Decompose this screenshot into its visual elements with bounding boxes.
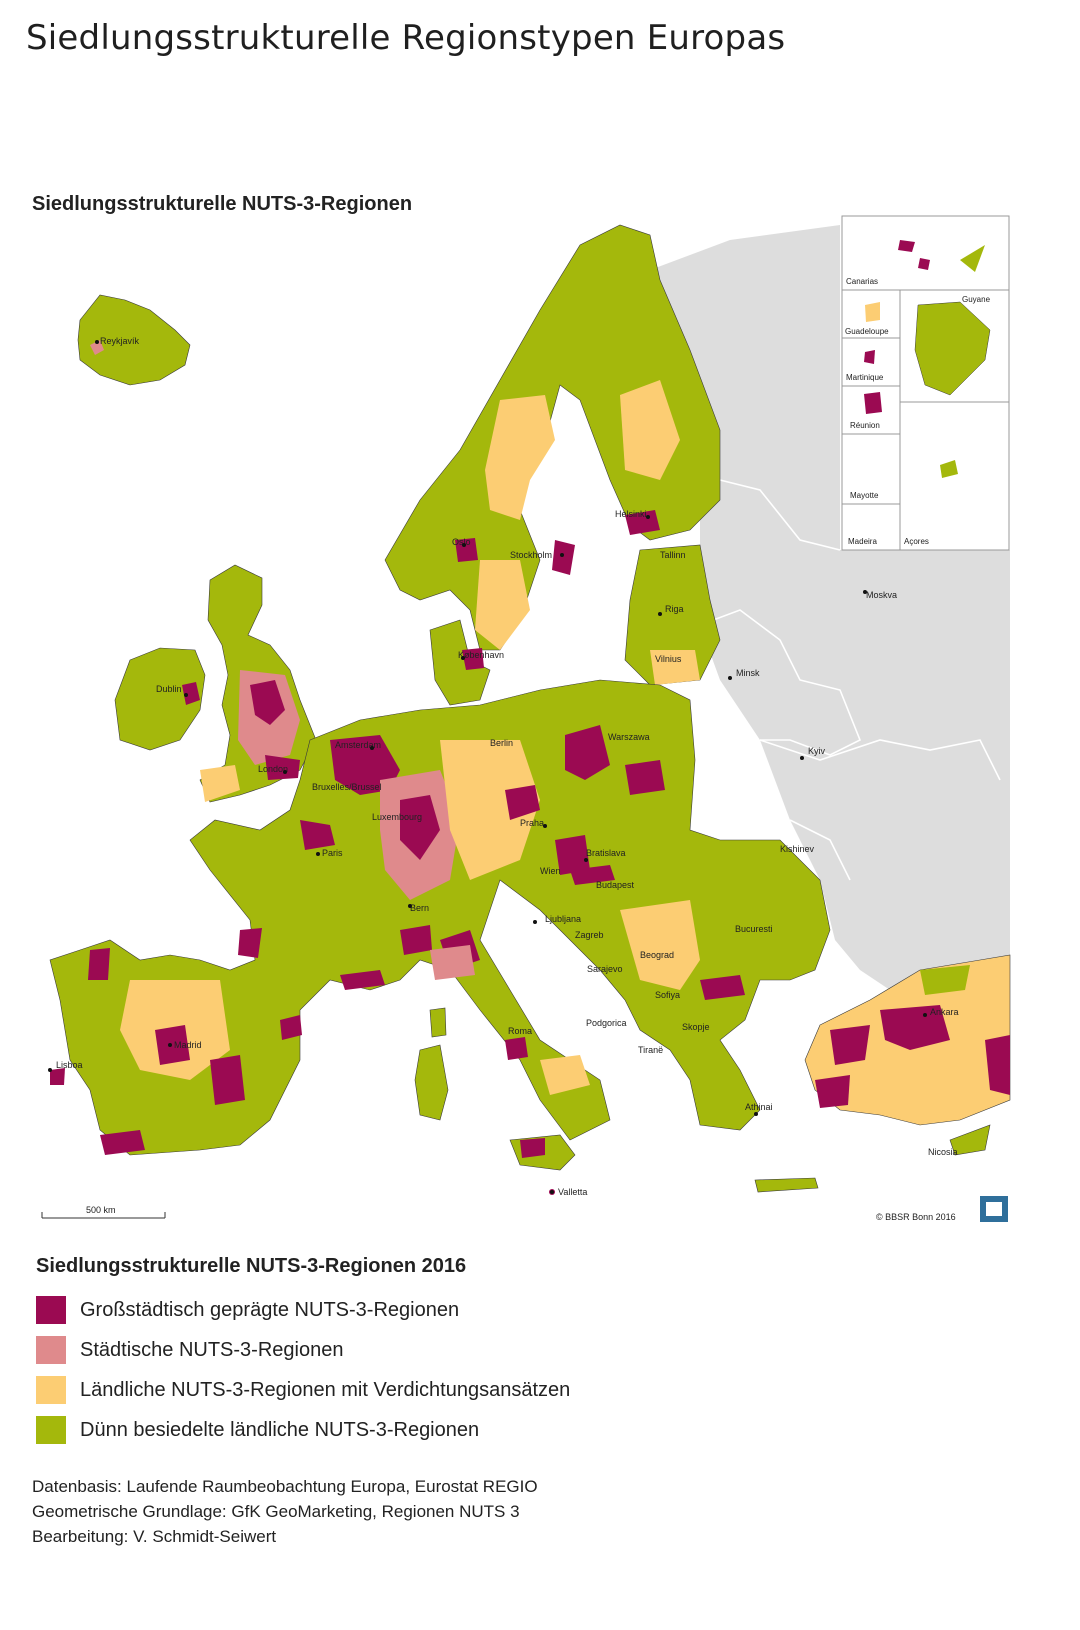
label-berlin: Berlin [490, 738, 513, 748]
label-ankara: Ankara [930, 1007, 959, 1017]
legend-swatch [36, 1416, 66, 1444]
inset-frames [841, 215, 1010, 551]
europe-map: Reykjavík Oslo Stockholm Helsinki Tallin… [41, 215, 1011, 1222]
label-budapest: Budapest [596, 880, 635, 890]
legend-swatch [36, 1336, 66, 1364]
label-bucuresti: Bucuresti [735, 924, 773, 934]
sardinia [414, 1044, 449, 1121]
legend-swatch [36, 1296, 66, 1324]
label-bruxelles: Bruxelles/Brussel [312, 782, 382, 792]
source-line-data: Datenbasis: Laufende Raumbeobachtung Eur… [32, 1477, 538, 1496]
non-eu-borders [699, 479, 1001, 881]
iceland [77, 294, 191, 386]
label-zagreb: Zagreb [575, 930, 604, 940]
inset-label-mayotte: Mayotte [850, 491, 879, 500]
scale-bar-label: 500 km [86, 1205, 116, 1215]
inset-labels: Canarias Guyane Guadeloupe Martinique Ré… [845, 277, 991, 546]
label-bern: Bern [410, 903, 429, 913]
city-dots [48, 340, 927, 1194]
corsica [429, 1007, 447, 1038]
legend: Siedlungsstrukturelle NUTS-3-Regionen 20… [36, 1255, 1036, 1450]
denmark [429, 619, 491, 706]
label-tirana: Tiranë [638, 1045, 663, 1055]
label-tallinn: Tallinn [660, 550, 686, 560]
map-title: Siedlungsstrukturelle NUTS-3-Regionen [32, 193, 413, 215]
label-warszawa: Warszawa [608, 732, 650, 742]
inset-guyane-shape [914, 301, 991, 396]
inset-label-madeira: Madeira [848, 537, 877, 546]
label-lisboa: Lisboa [56, 1060, 83, 1070]
legend-item-laendlich-verdichtung: Ländliche NUTS-3-Regionen mit Verdichtun… [36, 1370, 1036, 1410]
label-podgorica: Podgorica [586, 1018, 627, 1028]
label-moskva: Moskva [866, 590, 897, 600]
legend-item-grossstaedtisch: Großstädtisch geprägte NUTS-3-Regionen [36, 1290, 1036, 1330]
inset-label-guyane: Guyane [962, 295, 991, 304]
label-madrid: Madrid [174, 1040, 202, 1050]
label-helsinki: Helsinki [615, 509, 647, 519]
label-riga: Riga [665, 604, 684, 614]
non-eu-land-east [650, 225, 1010, 1000]
map-city-labels: Reykjavík Oslo Stockholm Helsinki Tallin… [56, 336, 959, 1197]
map-copyright: © BBSR Bonn 2016 [876, 1212, 956, 1222]
label-vilnius: Vilnius [655, 654, 682, 664]
label-amsterdam: Amsterdam [335, 740, 381, 750]
inset-label-acores: Açores [904, 537, 929, 546]
label-luxembourg: Luxembourg [372, 812, 422, 822]
page-title: Siedlungsstrukturelle Regionstypen Europ… [26, 18, 786, 58]
legend-label: Städtische NUTS-3-Regionen [80, 1338, 344, 1361]
label-praha: Praha [520, 818, 544, 828]
sources: Datenbasis: Laufende Raumbeobachtung Eur… [32, 1474, 538, 1549]
label-beograd: Beograd [640, 950, 674, 960]
label-nicosia: Nicosia [928, 1147, 958, 1157]
ireland [114, 647, 206, 751]
continental-europe [49, 679, 831, 1156]
label-kobenhavn: København [458, 650, 504, 660]
label-roma: Roma [508, 1026, 532, 1036]
legend-swatch [36, 1376, 66, 1404]
label-reykjavik: Reykjavík [100, 336, 140, 346]
cyprus [949, 1124, 991, 1156]
label-skopje: Skopje [682, 1022, 710, 1032]
label-oslo: Oslo [452, 537, 471, 547]
label-london: London [258, 764, 288, 774]
label-kyiv: Kyiv [808, 746, 826, 756]
inset-label-reunion: Réunion [850, 421, 880, 430]
legend-item-staedtisch: Städtische NUTS-3-Regionen [36, 1330, 1036, 1370]
source-line-editor: Bearbeitung: V. Schmidt-Seiwert [32, 1527, 277, 1546]
label-stockholm: Stockholm [510, 550, 552, 560]
source-line-geometry: Geometrische Grundlage: GfK GeoMarketing… [32, 1502, 520, 1521]
inset-label-martinique: Martinique [846, 373, 884, 382]
label-minsk: Minsk [736, 668, 760, 678]
legend-title: Siedlungsstrukturelle NUTS-3-Regionen 20… [36, 1255, 467, 1277]
label-athinai: Athinai [745, 1102, 773, 1112]
label-wien: Wien [540, 866, 561, 876]
label-ljubljana: Ljubljana [545, 914, 581, 924]
bbsr-logo [980, 1196, 1008, 1222]
label-sofiya: Sofiya [655, 990, 680, 1000]
legend-label: Dünn besiedelte ländliche NUTS-3-Regione… [80, 1418, 480, 1441]
label-dublin: Dublin [156, 684, 182, 694]
label-bratislava: Bratislava [586, 848, 626, 858]
label-valletta: Valletta [558, 1187, 587, 1197]
inset-label-guadeloupe: Guadeloupe [845, 327, 889, 336]
legend-label: Ländliche NUTS-3-Regionen mit Verdichtun… [80, 1378, 571, 1401]
legend-label: Großstädtisch geprägte NUTS-3-Regionen [80, 1298, 460, 1321]
label-kishinev: Kishinev [780, 844, 815, 854]
legend-item-duenn-besiedelt: Dünn besiedelte ländliche NUTS-3-Regione… [36, 1410, 1036, 1450]
inset-label-canarias: Canarias [846, 277, 878, 286]
scale-bar: 500 km [41, 1205, 166, 1219]
crete [754, 1177, 819, 1193]
label-sarajevo: Sarajevo [587, 964, 623, 974]
label-paris: Paris [322, 848, 343, 858]
